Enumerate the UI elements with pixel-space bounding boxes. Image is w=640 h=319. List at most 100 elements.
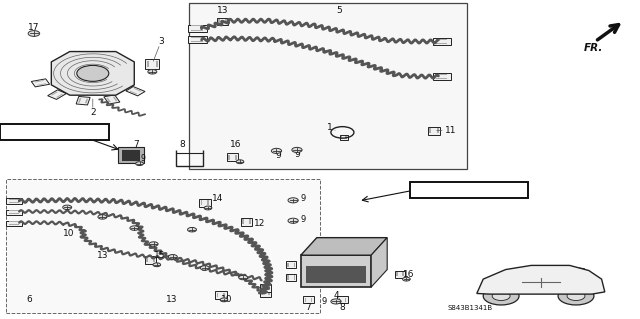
Bar bbox=[437, 129, 438, 133]
Bar bbox=[260, 289, 271, 297]
Bar bbox=[215, 291, 227, 299]
Bar bbox=[134, 88, 141, 92]
Bar bbox=[37, 83, 46, 85]
Text: 5: 5 bbox=[337, 6, 342, 15]
Circle shape bbox=[148, 70, 157, 74]
Bar bbox=[235, 155, 237, 160]
Bar bbox=[294, 275, 295, 280]
Text: 15: 15 bbox=[154, 251, 166, 260]
Polygon shape bbox=[301, 238, 387, 255]
Bar bbox=[153, 258, 155, 262]
Circle shape bbox=[292, 147, 302, 152]
Bar bbox=[268, 286, 270, 290]
Bar bbox=[395, 271, 405, 278]
Bar bbox=[191, 41, 203, 42]
FancyBboxPatch shape bbox=[306, 266, 366, 283]
Circle shape bbox=[288, 218, 298, 223]
Circle shape bbox=[220, 298, 228, 302]
FancyBboxPatch shape bbox=[301, 255, 371, 287]
Polygon shape bbox=[509, 267, 544, 273]
Polygon shape bbox=[371, 238, 387, 287]
Bar bbox=[207, 200, 209, 205]
Text: 6: 6 bbox=[27, 295, 32, 304]
Bar bbox=[268, 291, 270, 295]
Circle shape bbox=[236, 160, 244, 164]
Text: 16: 16 bbox=[230, 140, 241, 149]
Bar bbox=[106, 98, 111, 102]
Bar bbox=[339, 298, 340, 302]
Polygon shape bbox=[557, 266, 586, 273]
Bar bbox=[6, 198, 22, 204]
Text: 8: 8 bbox=[340, 303, 345, 312]
Bar bbox=[403, 272, 404, 277]
Polygon shape bbox=[6, 179, 320, 313]
Text: PARTS LABEL: PARTS LABEL bbox=[24, 128, 85, 137]
Text: 4: 4 bbox=[333, 291, 339, 300]
Bar bbox=[556, 279, 564, 285]
Bar bbox=[225, 19, 227, 23]
Bar bbox=[557, 281, 558, 284]
Bar bbox=[146, 258, 148, 262]
Bar bbox=[517, 279, 526, 285]
Bar bbox=[260, 284, 271, 292]
Polygon shape bbox=[51, 52, 134, 95]
Bar bbox=[200, 200, 202, 205]
Bar bbox=[10, 199, 19, 200]
Bar bbox=[227, 153, 238, 161]
Bar bbox=[47, 90, 67, 100]
Bar bbox=[436, 78, 447, 79]
Bar bbox=[340, 135, 348, 140]
Circle shape bbox=[149, 242, 158, 246]
Bar bbox=[287, 275, 289, 280]
Text: 8: 8 bbox=[180, 140, 185, 149]
Text: 9: 9 bbox=[300, 194, 305, 203]
Circle shape bbox=[204, 206, 212, 210]
Text: 12: 12 bbox=[253, 219, 265, 228]
Polygon shape bbox=[477, 265, 605, 294]
Text: 9: 9 bbox=[276, 151, 281, 160]
Bar bbox=[156, 61, 157, 67]
Text: 9: 9 bbox=[141, 154, 146, 163]
Circle shape bbox=[403, 277, 410, 281]
Circle shape bbox=[271, 148, 282, 153]
FancyBboxPatch shape bbox=[122, 150, 140, 161]
Text: 10: 10 bbox=[221, 295, 233, 304]
Bar bbox=[294, 263, 295, 267]
Bar bbox=[345, 298, 346, 302]
Text: 1: 1 bbox=[327, 123, 332, 132]
Bar bbox=[436, 39, 447, 40]
Bar bbox=[223, 293, 225, 297]
Text: S843B1341B: S843B1341B bbox=[448, 305, 493, 311]
Text: 11: 11 bbox=[445, 126, 457, 135]
Text: 13: 13 bbox=[166, 295, 177, 304]
FancyBboxPatch shape bbox=[0, 124, 109, 140]
Bar bbox=[524, 281, 525, 284]
Bar bbox=[216, 293, 218, 297]
Bar bbox=[10, 213, 19, 214]
Circle shape bbox=[200, 266, 209, 270]
Text: FR.: FR. bbox=[584, 43, 603, 53]
Bar bbox=[56, 94, 63, 98]
Bar bbox=[51, 92, 58, 96]
Bar bbox=[188, 25, 207, 32]
Bar bbox=[199, 198, 211, 207]
Bar bbox=[286, 274, 296, 281]
Circle shape bbox=[331, 299, 341, 304]
Bar bbox=[228, 155, 230, 160]
FancyBboxPatch shape bbox=[118, 147, 144, 163]
Bar bbox=[286, 261, 296, 268]
Bar bbox=[6, 221, 22, 226]
Bar bbox=[287, 263, 289, 267]
Bar bbox=[10, 210, 19, 211]
Circle shape bbox=[188, 227, 196, 232]
Circle shape bbox=[130, 226, 139, 230]
Bar bbox=[436, 43, 447, 44]
Bar bbox=[35, 80, 44, 82]
Bar bbox=[6, 210, 22, 215]
Bar bbox=[518, 281, 520, 284]
Bar bbox=[218, 19, 220, 23]
Text: PARTS LABEL: PARTS LABEL bbox=[438, 185, 500, 194]
Bar bbox=[85, 99, 88, 103]
Bar bbox=[261, 291, 263, 295]
Text: 7: 7 bbox=[306, 303, 311, 312]
